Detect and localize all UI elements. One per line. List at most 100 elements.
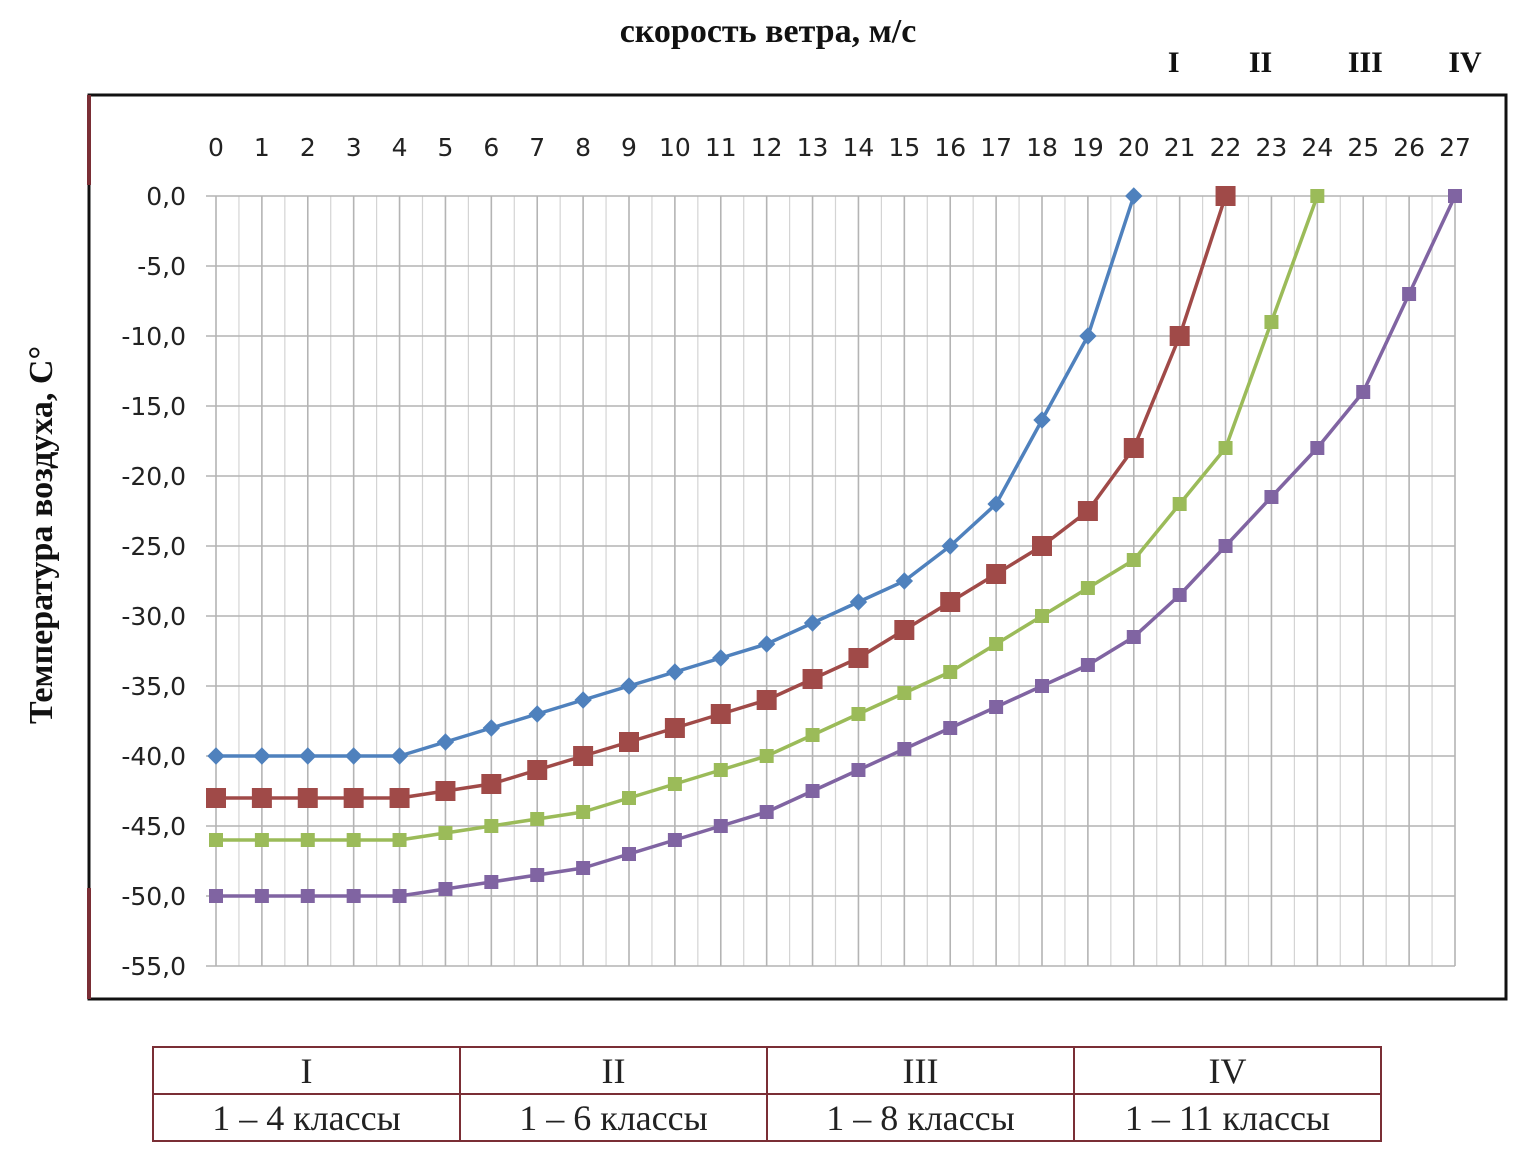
series-line-4 <box>216 195 1457 898</box>
data-point <box>989 700 1004 714</box>
data-point <box>390 747 409 765</box>
data-point <box>300 833 315 847</box>
data-point <box>849 593 868 611</box>
x-tick-label: 0 <box>208 133 224 162</box>
data-point <box>207 747 225 765</box>
data-point <box>1402 287 1417 301</box>
data-point <box>712 649 730 667</box>
data-point <box>802 669 823 689</box>
series-end-label: IV <box>1448 46 1482 79</box>
x-tick-label: 23 <box>1256 133 1288 162</box>
data-point <box>897 742 912 756</box>
x-tick-label: 3 <box>346 133 362 162</box>
data-point <box>851 707 866 721</box>
x-tick-label: 8 <box>575 133 591 162</box>
data-point <box>667 833 682 847</box>
series-end-label: I <box>1168 46 1180 79</box>
data-point <box>848 648 869 668</box>
series-markers <box>206 186 1462 903</box>
x-tick-label: 6 <box>483 133 499 162</box>
x-tick-label: 10 <box>659 133 691 162</box>
x-tick-label: 20 <box>1118 133 1150 162</box>
x-tick-label: 18 <box>1026 133 1058 162</box>
y-tick-label: -55,0 <box>121 952 186 981</box>
y-tick-label: -25,0 <box>121 532 186 561</box>
y-tick-labels: 0,0 -5,0 -10,0 -15,0 -20,0 -25,0 -30,0 -35,0 -40… <box>121 182 186 981</box>
x-tick-labels: 0 1 2 3 4 5 6 7 8 9 10 11 12 13 14 15 16 17 18 19 20 21 22 23 24… <box>208 133 1471 162</box>
x-tick-label: 27 <box>1439 133 1471 162</box>
data-point <box>1125 187 1143 205</box>
legend-header-cell: IV <box>1073 1046 1382 1095</box>
x-tick-label: 16 <box>934 133 966 162</box>
data-point <box>1032 536 1052 556</box>
data-point <box>1172 588 1187 602</box>
data-point <box>1310 189 1325 203</box>
data-point <box>530 868 545 882</box>
data-point <box>209 833 223 847</box>
series-end-label: III <box>1348 46 1383 79</box>
y-tick-label: -40,0 <box>121 742 186 771</box>
data-point <box>897 686 912 700</box>
y-tick-label: -20,0 <box>121 462 186 491</box>
data-point <box>392 833 407 847</box>
data-point <box>1448 189 1462 203</box>
data-point <box>1033 411 1051 429</box>
legend-classes-row: 1 – 4 классы 1 – 6 классы 1 – 8 классы 1… <box>152 1093 1382 1142</box>
data-point <box>667 777 682 791</box>
data-point <box>989 637 1004 651</box>
x-tick-label: 21 <box>1164 133 1196 162</box>
data-point <box>206 788 226 808</box>
data-point <box>389 788 410 808</box>
y-tick-label: -15,0 <box>121 392 186 421</box>
data-point <box>664 718 685 738</box>
y-tick-label: -45,0 <box>121 812 186 841</box>
legend-header-cell: I <box>152 1046 461 1095</box>
data-point <box>713 819 728 833</box>
data-point <box>209 889 223 903</box>
data-point <box>392 889 407 903</box>
data-point <box>254 833 269 847</box>
x-tick-label: 14 <box>843 133 875 162</box>
data-point <box>297 788 318 808</box>
y-tick-label: -10,0 <box>121 322 186 351</box>
data-point <box>666 663 684 681</box>
data-point <box>759 749 774 763</box>
y-tick-label: 0,0 <box>146 182 186 211</box>
data-point <box>713 763 728 777</box>
data-point <box>710 704 731 724</box>
data-point <box>435 781 456 801</box>
y-tick-label: -5,0 <box>137 252 186 281</box>
data-point <box>1218 539 1233 553</box>
data-point <box>986 564 1007 584</box>
x-tick-label: 22 <box>1210 133 1242 162</box>
data-point <box>619 732 639 752</box>
data-point <box>941 537 959 555</box>
data-point <box>343 788 364 808</box>
data-point <box>573 746 594 766</box>
data-point <box>1264 315 1279 329</box>
x-tick-label: 9 <box>621 133 637 162</box>
series-end-labels: I II III IV <box>1168 46 1482 79</box>
x-tick-label: 5 <box>437 133 453 162</box>
data-point <box>940 592 961 612</box>
x-tick-label: 24 <box>1301 133 1333 162</box>
legend-header-cell: II <box>459 1046 768 1095</box>
x-tick-label: 12 <box>751 133 783 162</box>
data-point <box>1126 630 1141 644</box>
data-point <box>620 677 638 695</box>
data-point <box>1169 326 1190 346</box>
x-tick-label: 25 <box>1347 133 1379 162</box>
data-point <box>1264 490 1279 504</box>
data-point <box>482 719 501 737</box>
data-point <box>1080 581 1095 595</box>
data-point <box>756 690 777 710</box>
data-point <box>438 826 453 840</box>
series-end-label: II <box>1249 46 1272 79</box>
legend-header-row: I II III IV <box>152 1046 1382 1095</box>
legend-classes-cell: 1 – 11 классы <box>1073 1093 1382 1142</box>
y-tick-label: -35,0 <box>121 672 186 701</box>
legend-classes-cell: 1 – 6 классы <box>459 1093 768 1142</box>
data-point <box>484 875 499 889</box>
data-point <box>1310 441 1325 455</box>
data-point <box>1172 497 1187 511</box>
